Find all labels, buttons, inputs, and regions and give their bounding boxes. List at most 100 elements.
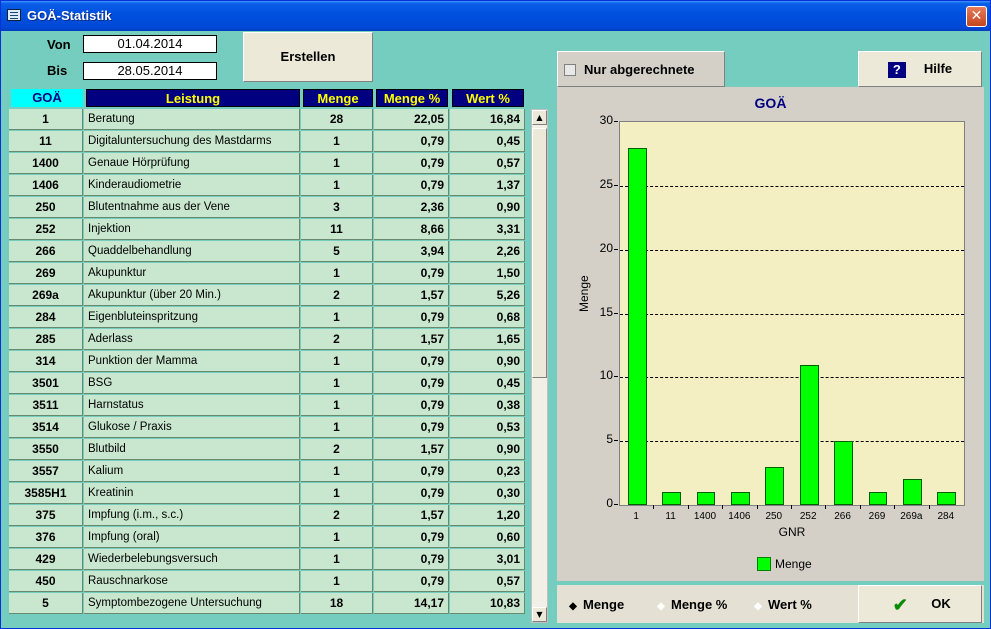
cell-menge: 2	[301, 439, 373, 460]
header-leistung[interactable]: Leistung	[86, 89, 300, 107]
table-row[interactable]: 3511 Harnstatus 1 0,79 0,38	[9, 395, 529, 417]
cell-menge: 1	[301, 571, 373, 592]
bar[interactable]	[627, 147, 647, 505]
cell-menge: 1	[301, 483, 373, 504]
cell-wert-pct: 0,57	[450, 571, 525, 592]
table-row[interactable]: 314 Punktion der Mamma 1 0,79 0,90	[9, 351, 529, 373]
table-row[interactable]: 269 Akupunktur 1 0,79 1,50	[9, 263, 529, 285]
table-row[interactable]: 5 Symptombezogene Untersuchung 18 14,17 10,8…	[9, 593, 529, 615]
radio-menge-pct[interactable]: ◆ Menge %	[655, 597, 727, 612]
bar[interactable]	[834, 441, 854, 505]
cell-wert-pct: 0,30	[450, 483, 525, 504]
cell-menge-pct: 0,79	[374, 527, 449, 548]
von-date-field[interactable]: 01.04.2014	[83, 35, 217, 53]
cell-menge: 2	[301, 285, 373, 306]
cell-leistung: Punktion der Mamma	[84, 351, 300, 372]
cell-wert-pct: 0,68	[450, 307, 525, 328]
header-goae[interactable]: GOÄ	[11, 89, 83, 107]
x-tick	[653, 505, 655, 509]
y-tick	[614, 312, 618, 314]
bar[interactable]	[730, 492, 750, 505]
x-tick	[825, 505, 827, 509]
title-bar[interactable]: GOÄ-Statistik ✕	[1, 1, 990, 31]
header-menge[interactable]: Menge	[303, 89, 373, 107]
cell-menge-pct: 0,79	[374, 373, 449, 394]
scroll-up-button[interactable]: ▲	[532, 110, 547, 125]
bar[interactable]	[868, 492, 888, 505]
table-row[interactable]: 1400 Genaue Hörprüfung 1 0,79 0,57	[9, 153, 529, 175]
table-row[interactable]: 285 Aderlass 2 1,57 1,65	[9, 329, 529, 351]
cell-leistung: Impfung (oral)	[84, 527, 300, 548]
table-row[interactable]: 450 Rauschnarkose 1 0,79 0,57	[9, 571, 529, 593]
cell-leistung: Kalium	[84, 461, 300, 482]
erstellen-button[interactable]: Erstellen	[243, 32, 373, 82]
help-icon: ?	[887, 61, 906, 78]
cell-goae: 266	[9, 241, 83, 262]
bis-date-field[interactable]: 28.05.2014	[83, 62, 217, 80]
bar[interactable]	[902, 479, 922, 505]
close-button[interactable]: ✕	[966, 6, 987, 27]
cell-wert-pct: 0,23	[450, 461, 525, 482]
table-row[interactable]: 284 Eigenbluteinspritzung 1 0,79 0,68	[9, 307, 529, 329]
scroll-thumb[interactable]	[532, 128, 547, 378]
cell-menge: 5	[301, 241, 373, 262]
cell-menge: 1	[301, 307, 373, 328]
ok-button[interactable]: ✔ OK	[858, 585, 982, 623]
cell-menge-pct: 0,79	[374, 307, 449, 328]
nur-abgerechnete-checkbox[interactable]: Nur abgerechnete	[557, 51, 725, 87]
bar[interactable]	[799, 364, 819, 505]
cell-menge: 2	[301, 505, 373, 526]
table-row[interactable]: 3585H1 Kreatinin 1 0,79 0,30	[9, 483, 529, 505]
header-menge-pct[interactable]: Menge %	[376, 89, 448, 107]
table-row[interactable]: 269a Akupunktur (über 20 Min.) 2 1,57 5,26	[9, 285, 529, 307]
bar[interactable]	[765, 466, 785, 505]
header-wert-pct[interactable]: Wert %	[452, 89, 524, 107]
table-row[interactable]: 375 Impfung (i.m., s.c.) 2 1,57 1,20	[9, 505, 529, 527]
cell-menge-pct: 14,17	[374, 593, 449, 614]
bar[interactable]	[696, 492, 716, 505]
cell-goae: 5	[9, 593, 83, 614]
chart-title: GOÄ	[754, 95, 787, 111]
radio-unselected-icon: ◆	[657, 601, 665, 612]
cell-goae: 269a	[9, 285, 83, 306]
table-row[interactable]: 250 Blutentnahme aus der Vene 3 2,36 0,90	[9, 197, 529, 219]
cell-menge-pct: 0,79	[374, 263, 449, 284]
x-tick-label: 252	[799, 511, 817, 522]
y-tick-label: 10	[599, 368, 613, 383]
table-row[interactable]: 429 Wiederbelebungsversuch 1 0,79 3,01	[9, 549, 529, 571]
hilfe-button[interactable]: ? Hilfe	[858, 51, 982, 87]
table-row[interactable]: 11 Digitaluntersuchung des Mastdarms 1 0,79…	[9, 131, 529, 153]
table-row[interactable]: 3514 Glukose / Praxis 1 0,79 0,53	[9, 417, 529, 439]
table-row[interactable]: 1 Beratung 28 22,05 16,84	[9, 109, 529, 131]
table-row[interactable]: 3501 BSG 1 0,79 0,45	[9, 373, 529, 395]
table-row[interactable]: 252 Injektion 11 8,66 3,31	[9, 219, 529, 241]
cell-leistung: Digitaluntersuchung des Mastdarms	[84, 131, 300, 152]
chart-panel: GOÄ Menge GNR Menge 0 5 10 15 20 25 30 1 11 1400 1…	[557, 87, 984, 581]
x-tick	[928, 505, 930, 509]
window-title: GOÄ-Statistik	[27, 8, 112, 23]
cell-menge: 11	[301, 219, 373, 240]
x-tick	[756, 505, 758, 509]
table-row[interactable]: 3550 Blutbild 2 1,57 0,90	[9, 439, 529, 461]
y-tick-label: 20	[599, 240, 613, 255]
table-row[interactable]: 1406 Kinderaudiometrie 1 0,79 1,37	[9, 175, 529, 197]
table-row[interactable]: 266 Quaddelbehandlung 5 3,94 2,26	[9, 241, 529, 263]
table-row[interactable]: 3557 Kalium 1 0,79 0,23	[9, 461, 529, 483]
bar[interactable]	[662, 492, 682, 505]
radio-wert-pct[interactable]: ◆ Wert %	[752, 597, 812, 612]
y-tick-label: 0	[606, 496, 613, 510]
radio-unselected-icon: ◆	[754, 601, 762, 612]
table-row[interactable]: 376 Impfung (oral) 1 0,79 0,60	[9, 527, 529, 549]
scroll-down-button[interactable]: ▼	[532, 607, 547, 622]
table-scrollbar[interactable]: ▲ ▼	[531, 109, 548, 623]
bar[interactable]	[937, 492, 957, 505]
cell-goae: 1406	[9, 175, 83, 196]
radio-menge[interactable]: ◆ Menge	[567, 597, 624, 612]
y-tick	[614, 376, 618, 378]
cell-menge: 18	[301, 593, 373, 614]
cell-leistung: Rauschnarkose	[84, 571, 300, 592]
cell-menge-pct: 1,57	[374, 439, 449, 460]
checkbox-box[interactable]	[564, 64, 576, 76]
x-tick	[791, 505, 792, 509]
